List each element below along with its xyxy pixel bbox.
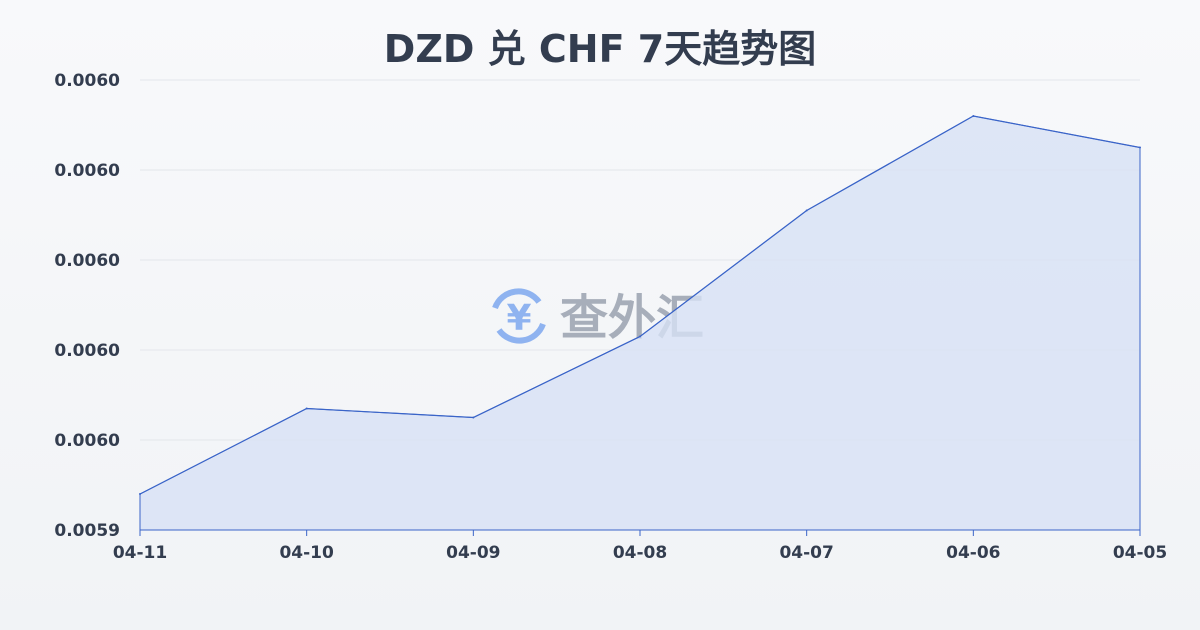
y-tick-label: 0.0060	[54, 341, 120, 361]
x-tick-label: 04-06	[946, 543, 1000, 563]
chart-title: DZD 兑 CHF 7天趋势图	[383, 27, 817, 71]
y-tick-label: 0.0060	[54, 251, 120, 271]
data-point	[139, 493, 141, 495]
yen-exchange-icon: ¥	[492, 288, 546, 344]
x-tick-label: 04-08	[613, 543, 667, 563]
x-tick-label: 04-05	[1113, 543, 1167, 563]
svg-text:¥: ¥	[506, 298, 531, 339]
x-tick-label: 04-11	[113, 543, 167, 563]
data-point	[805, 209, 808, 212]
data-point	[305, 407, 308, 410]
data-point	[1139, 146, 1141, 149]
x-tick-label: 04-07	[779, 543, 833, 563]
y-tick-label: 0.0059	[54, 521, 120, 541]
data-point	[639, 335, 641, 338]
y-tick-label: 0.0060	[54, 71, 120, 91]
data-point	[972, 115, 975, 117]
y-tick-label: 0.0060	[54, 161, 120, 181]
x-tick-label: 04-10	[279, 543, 334, 563]
data-point	[472, 416, 475, 419]
x-tick-label: 04-09	[446, 543, 500, 563]
y-tick-label: 0.0060	[54, 431, 120, 451]
